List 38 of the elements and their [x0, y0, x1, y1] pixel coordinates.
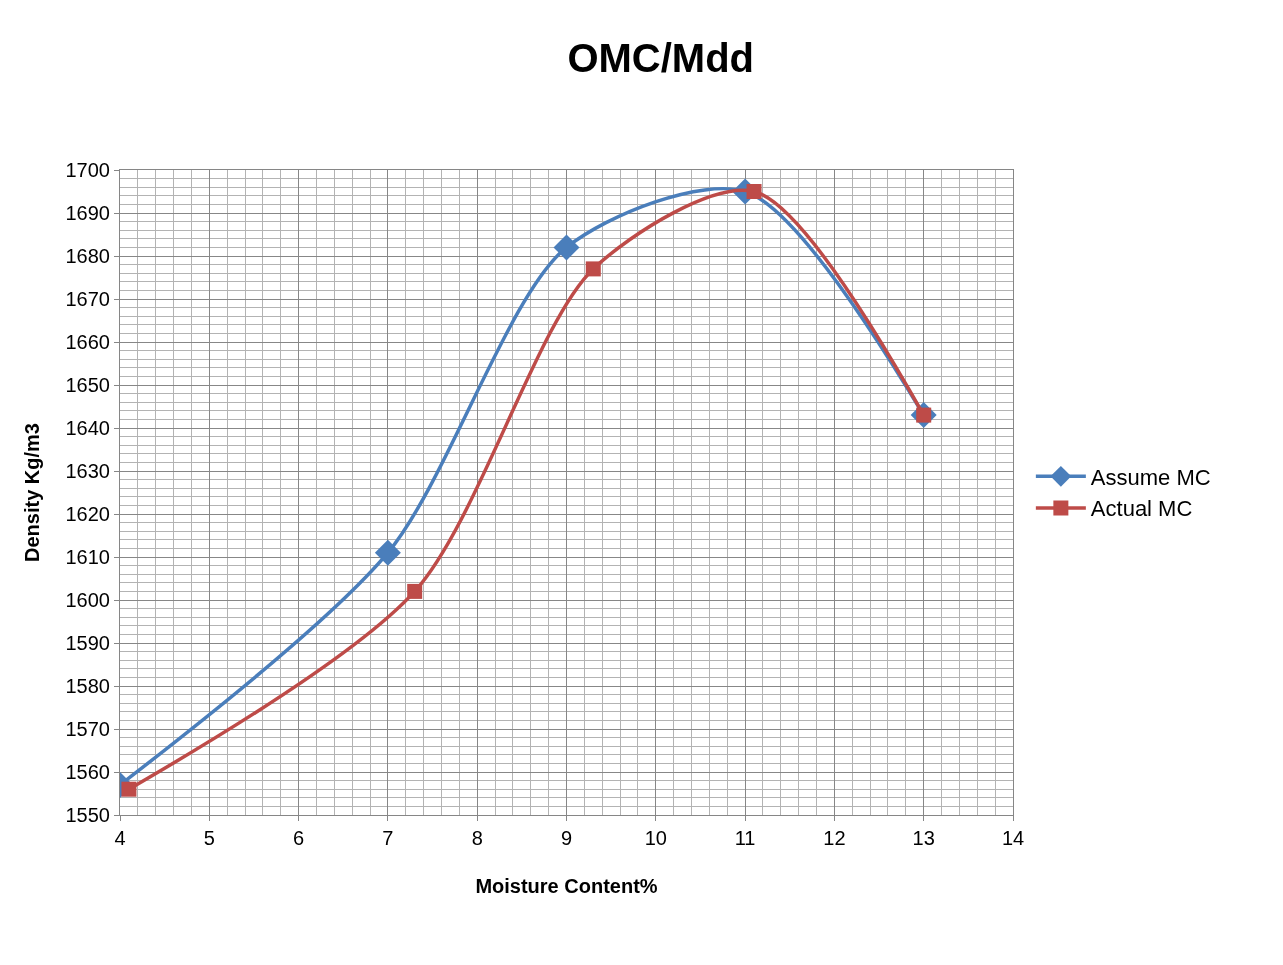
- y-tick-label: 1610: [65, 546, 110, 568]
- y-tick-label: 1630: [65, 460, 110, 482]
- x-tick-label: 9: [560, 827, 573, 849]
- point: [121, 781, 137, 797]
- chart-title: OMC/Mdd: [567, 35, 755, 80]
- x-tick-label: 11: [734, 827, 756, 849]
- y-tick-label: 1600: [65, 589, 110, 611]
- x-tick-label: 8: [471, 827, 483, 849]
- point: [746, 184, 762, 199]
- y-tick-label: 1690: [65, 202, 110, 224]
- x-tick-label: 14: [1001, 827, 1025, 849]
- point: [553, 234, 580, 261]
- x-tick-label: 4: [114, 827, 126, 849]
- y-tick-label: 1570: [65, 718, 110, 740]
- y-tick-label: 1550: [65, 804, 110, 826]
- x-tick-label: 12: [823, 827, 846, 849]
- y-tick-label: 1700: [65, 159, 110, 181]
- legend-label: Actual MC: [1090, 496, 1193, 522]
- y-tick-label: 1660: [65, 331, 110, 353]
- y-tick-label: 1640: [65, 417, 110, 439]
- x-tick-label: 5: [203, 827, 215, 849]
- y-tick-label: 1670: [65, 288, 110, 310]
- point: [585, 261, 601, 277]
- legend-label: Assume MC: [1090, 464, 1211, 490]
- x-tick-label: 13: [912, 827, 935, 849]
- x-tick-label: 10: [644, 827, 667, 849]
- y-axis-title: Density Kg/m3: [21, 423, 43, 562]
- point: [374, 539, 401, 566]
- point: [407, 583, 423, 599]
- y-tick-label: 1580: [65, 675, 110, 697]
- y-tick-label: 1590: [65, 632, 110, 654]
- y-tick-label: 1650: [65, 374, 110, 396]
- y-tick-label: 1680: [65, 245, 110, 267]
- x-tick-label: 6: [293, 827, 305, 849]
- x-tick-label: 7: [382, 827, 394, 849]
- x-axis-title: Moisture Content%: [475, 874, 658, 897]
- y-tick-label: 1560: [65, 761, 110, 783]
- y-tick-label: 1620: [65, 503, 110, 525]
